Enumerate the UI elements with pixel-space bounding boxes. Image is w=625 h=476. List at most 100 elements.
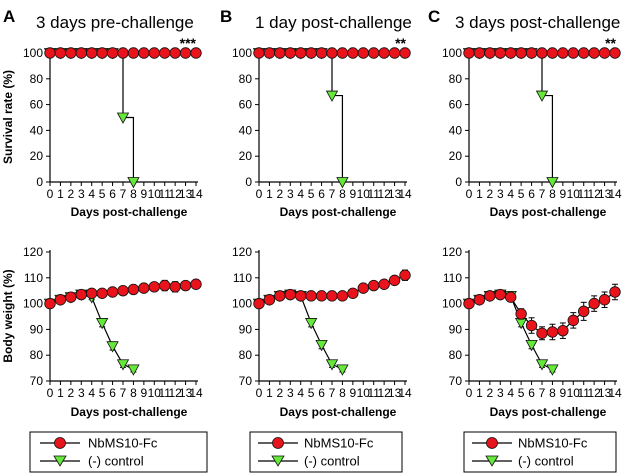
- legend-marker-control: [271, 455, 285, 467]
- y-axis-title-weight: Body weight (%): [1, 269, 15, 362]
- y-tick-label: 20: [239, 149, 253, 163]
- y-tick-label: 20: [449, 149, 463, 163]
- data-point: [116, 112, 130, 124]
- x-tick-label: 1: [57, 386, 64, 400]
- data-point: [315, 47, 328, 59]
- data-point: [578, 47, 590, 59]
- y-tick-label: 100: [23, 46, 43, 60]
- x-tick-label: 6: [109, 187, 116, 201]
- series-treated: [253, 47, 411, 59]
- x-tick-label: 1: [266, 386, 273, 400]
- series-treated: [44, 47, 202, 59]
- x-axis-title: Days post-challenge: [71, 405, 188, 419]
- data-point: [378, 47, 390, 59]
- data-point: [368, 47, 380, 59]
- legend-marker-treated: [486, 437, 498, 449]
- x-tick-label: 12: [168, 187, 182, 201]
- x-tick-label: 9: [141, 386, 148, 400]
- data-point: [253, 297, 265, 310]
- data-point: [463, 297, 475, 310]
- x-tick-label: 7: [120, 386, 127, 400]
- legend-marker-treated: [272, 437, 284, 449]
- data-point: [86, 287, 98, 299]
- x-tick-label: 8: [130, 187, 137, 201]
- data-point: [54, 294, 67, 306]
- x-tick-label: 7: [329, 187, 336, 201]
- x-tick-label: 10: [357, 386, 371, 400]
- data-point: [138, 47, 150, 59]
- y-tick-label: 70: [30, 374, 44, 388]
- series-control: [252, 48, 349, 189]
- data-point: [325, 359, 339, 371]
- data-point: [484, 47, 496, 59]
- x-tick-label: 10: [357, 187, 371, 201]
- data-point: [588, 297, 600, 310]
- y-tick-label: 80: [239, 348, 253, 362]
- x-tick-label: 13: [598, 386, 612, 400]
- data-point: [106, 286, 119, 298]
- data-point: [253, 47, 265, 59]
- series-treated: [44, 278, 202, 310]
- x-tick-label: 3: [287, 187, 294, 201]
- data-point: [557, 324, 569, 337]
- data-point: [388, 274, 401, 287]
- data-point: [388, 47, 401, 59]
- y-tick-label: 120: [232, 245, 252, 259]
- data-point: [127, 283, 140, 296]
- data-point: [95, 318, 109, 330]
- data-point: [325, 90, 339, 102]
- x-tick-label: 9: [350, 386, 357, 400]
- data-point: [536, 47, 548, 59]
- data-point: [326, 47, 338, 59]
- data-point: [347, 47, 359, 59]
- x-tick-label: 7: [539, 386, 546, 400]
- x-tick-label: 2: [487, 386, 494, 400]
- data-point: [116, 359, 130, 371]
- data-point: [525, 339, 538, 352]
- panel-title-c: 3 days post-challenge: [455, 13, 620, 32]
- x-tick-label: 10: [567, 386, 581, 400]
- x-tick-label: 7: [120, 187, 127, 201]
- x-tick-label: 3: [287, 386, 294, 400]
- legend-marker-treated: [54, 437, 66, 449]
- data-point: [148, 281, 160, 293]
- x-tick-label: 12: [587, 386, 601, 400]
- y-tick-label: 80: [30, 348, 44, 362]
- data-point: [54, 47, 67, 59]
- x-axis-title: Days post-challenge: [280, 405, 397, 419]
- y-tick-label: 100: [23, 297, 43, 311]
- data-point: [598, 47, 611, 59]
- data-point: [305, 290, 317, 302]
- x-tick-label: 12: [377, 386, 391, 400]
- data-point: [148, 47, 160, 59]
- y-tick-label: 0: [36, 175, 43, 189]
- data-point: [190, 278, 202, 290]
- panel-title-b: 1 day post-challenge: [255, 13, 412, 32]
- y-tick-label: 80: [449, 348, 463, 362]
- data-point: [546, 364, 559, 376]
- y-tick-label: 20: [30, 149, 44, 163]
- x-tick-label: 4: [297, 187, 304, 201]
- x-tick-label: 3: [497, 187, 504, 201]
- data-point: [588, 47, 600, 59]
- x-tick-label: 4: [88, 187, 95, 201]
- x-tick-label: 13: [598, 187, 612, 201]
- x-tick-label: 1: [476, 386, 483, 400]
- data-point: [75, 288, 87, 301]
- legend-b: NbMS10-Fc (-) control: [249, 431, 403, 473]
- x-tick-label: 4: [297, 386, 304, 400]
- x-tick-label: 14: [398, 386, 412, 400]
- data-point: [96, 287, 108, 299]
- data-point: [304, 318, 318, 330]
- x-tick-label: 5: [308, 386, 315, 400]
- data-point: [357, 282, 369, 294]
- data-point: [106, 341, 119, 353]
- x-tick-label: 0: [466, 187, 473, 201]
- data-point: [44, 47, 56, 59]
- x-tick-label: 5: [99, 386, 106, 400]
- y-tick-label: 40: [239, 123, 253, 137]
- y-tick-label: 80: [239, 72, 253, 86]
- data-point: [284, 47, 296, 59]
